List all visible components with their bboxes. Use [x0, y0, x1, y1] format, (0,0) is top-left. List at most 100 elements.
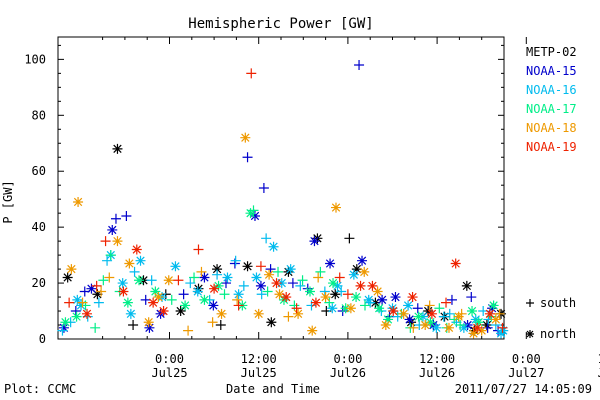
data-point-south	[196, 266, 207, 277]
data-point-north	[281, 292, 292, 303]
data-point-south	[408, 322, 419, 333]
data-point-north	[425, 317, 436, 328]
data-point-south	[291, 303, 302, 314]
data-point-north	[307, 325, 318, 336]
data-point-north	[340, 303, 351, 314]
data-point-north	[117, 278, 128, 289]
data-point-north	[380, 320, 391, 331]
data-point-south	[102, 255, 113, 266]
data-point-north	[473, 317, 484, 328]
data-point-north	[484, 308, 495, 319]
data-point-south	[295, 280, 306, 291]
data-point-south	[242, 152, 253, 163]
x-tick-date: Jul25	[241, 366, 277, 380]
data-point-north	[328, 278, 339, 289]
data-point-south	[77, 297, 88, 308]
data-point-north	[251, 272, 262, 283]
data-point-south	[70, 306, 81, 317]
data-point-south	[273, 266, 284, 277]
data-point-south	[262, 286, 273, 297]
y-axis-label: P [GW]	[1, 180, 15, 223]
data-point-south	[354, 59, 365, 70]
data-point-north	[370, 297, 381, 308]
data-point-north	[377, 294, 388, 305]
data-point-north	[498, 325, 509, 336]
data-point-north	[122, 297, 133, 308]
data-point-north	[144, 322, 155, 333]
plot-timestamp: 2011/07/27 14:05:09	[455, 382, 592, 396]
data-point-north	[264, 269, 275, 280]
data-point-south	[246, 68, 257, 79]
data-point-north	[125, 308, 136, 319]
data-point-north	[255, 280, 266, 291]
data-point-south	[215, 320, 226, 331]
x-tick-time: 12:00	[241, 352, 277, 366]
data-point-south	[140, 294, 151, 305]
legend-item: NOAA-16	[526, 83, 577, 97]
data-point-north	[158, 306, 169, 317]
data-point-south	[93, 297, 104, 308]
data-point-south	[229, 258, 240, 269]
data-point-north	[233, 289, 244, 300]
data-point-north	[249, 210, 260, 221]
marker-legend-label: north	[540, 327, 576, 341]
x-tick-date: Jul26	[419, 366, 455, 380]
data-point-south	[412, 303, 423, 314]
legend-item: NOAA-18	[526, 121, 577, 135]
data-point-north	[170, 261, 181, 272]
marker-legend: south north	[526, 296, 576, 341]
data-point-north	[216, 308, 227, 319]
data-point-north	[66, 264, 77, 275]
data-point-south	[212, 269, 223, 280]
data-point-north	[240, 132, 251, 143]
data-point-north	[309, 236, 320, 247]
data-point-north	[153, 292, 164, 303]
data-point-north	[71, 311, 82, 322]
data-point-north	[245, 208, 256, 219]
y-axis-ticks: 0 20 40 60 80 100	[24, 44, 504, 346]
y-tick-label: 20	[32, 276, 46, 290]
legend-item: NOAA-19	[526, 140, 577, 154]
marker-legend-symbol-plus	[526, 299, 534, 307]
data-point-south	[129, 266, 140, 277]
data-point-north	[487, 303, 498, 314]
data-point-south	[248, 205, 259, 216]
x-tick-time: 12:00	[419, 352, 455, 366]
x-tick-time: 0:00	[333, 352, 362, 366]
data-point-south	[359, 300, 370, 311]
data-point-south	[313, 272, 324, 283]
data-point-north	[310, 297, 321, 308]
data-point-south	[178, 289, 189, 300]
data-point-north	[266, 317, 277, 328]
data-point-north	[351, 292, 362, 303]
data-point-north	[357, 255, 368, 266]
data-point-south	[173, 275, 184, 286]
data-point-north	[363, 294, 374, 305]
chart-title: Hemispheric Power [GW]	[188, 16, 373, 32]
data-point-north	[327, 303, 338, 314]
data-point-south	[232, 294, 243, 305]
data-point-north	[404, 314, 415, 325]
data-point-north	[462, 320, 473, 331]
data-point-north	[413, 311, 424, 322]
data-point-south	[96, 286, 107, 297]
data-point-south	[297, 275, 308, 286]
data-point-north	[331, 202, 342, 213]
data-point-south	[258, 183, 269, 193]
data-point-north	[62, 272, 73, 283]
data-point-north	[490, 314, 501, 325]
data-point-north	[274, 289, 285, 300]
data-point-south	[255, 261, 266, 272]
data-point-north	[367, 280, 378, 291]
data-point-north	[481, 320, 492, 331]
data-point-south	[207, 317, 218, 328]
marker-legend-symbol-star	[526, 330, 534, 338]
data-point-south	[104, 272, 115, 283]
legend-item: NOAA-15	[526, 64, 577, 78]
data-point-north	[453, 311, 464, 322]
data-point-north	[222, 272, 233, 283]
data-point-north	[213, 280, 224, 291]
data-point-north	[124, 258, 135, 269]
data-point-north	[209, 283, 220, 294]
